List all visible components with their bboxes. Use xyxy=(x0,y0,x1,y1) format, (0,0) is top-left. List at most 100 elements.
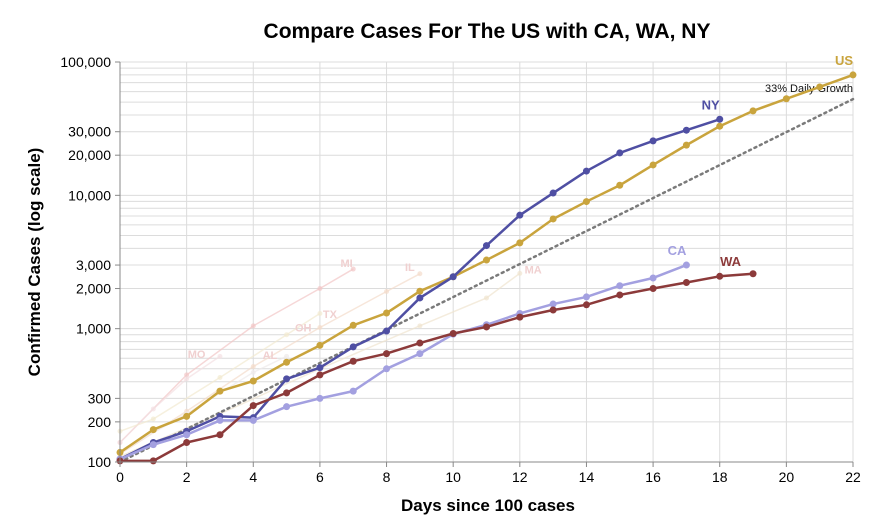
data-point-wa xyxy=(216,431,224,439)
data-point-wa xyxy=(649,285,657,293)
x-tick-label: 6 xyxy=(316,469,324,485)
data-point-us xyxy=(582,198,590,206)
x-tick-label: 8 xyxy=(383,469,391,485)
data-point-wa xyxy=(616,291,624,299)
data-point-us xyxy=(316,341,324,349)
reference-line-group: 33% Daily Growth xyxy=(118,83,855,464)
data-point-wa xyxy=(516,313,524,321)
background-point xyxy=(217,353,223,359)
x-tick-label: 20 xyxy=(779,469,795,485)
series-label-ca: CA xyxy=(668,243,687,258)
y-tick-label: 20,000 xyxy=(68,147,111,163)
data-point-us xyxy=(716,122,724,130)
background-point xyxy=(484,295,489,301)
data-point-us xyxy=(216,387,224,395)
data-point-wa xyxy=(749,270,757,278)
series-line-ca xyxy=(119,263,687,461)
background-point xyxy=(150,406,156,412)
data-point-ca xyxy=(383,365,391,373)
data-point-wa xyxy=(349,357,357,365)
data-point-ny xyxy=(616,149,624,157)
background-point xyxy=(284,353,290,359)
data-point-ca xyxy=(349,387,357,395)
chart-title: Compare Cases For The US with CA, WA, NY xyxy=(264,20,711,43)
data-point-us xyxy=(516,239,524,247)
data-point-wa xyxy=(716,272,724,280)
data-point-ca xyxy=(549,300,557,308)
x-tick-label: 0 xyxy=(116,469,124,485)
background-point xyxy=(150,416,156,422)
y-tick-label: 10,000 xyxy=(68,187,111,203)
x-tick-label: 22 xyxy=(845,469,861,485)
data-point-ca xyxy=(616,282,624,290)
data-point-ca xyxy=(183,431,191,439)
background-point xyxy=(217,375,223,381)
data-point-wa xyxy=(483,323,490,331)
data-point-wa xyxy=(582,301,590,309)
background-point xyxy=(350,266,356,272)
data-point-us xyxy=(782,95,790,103)
x-tick-label: 16 xyxy=(645,469,661,485)
background-point xyxy=(317,310,323,316)
background-point xyxy=(317,286,323,292)
data-point-us xyxy=(816,83,824,91)
background-point xyxy=(517,270,523,276)
data-point-wa xyxy=(549,306,557,314)
background-label-tx: TX xyxy=(323,309,338,321)
data-point-wa xyxy=(316,371,324,379)
data-point-ca xyxy=(216,416,224,424)
y-tick-label: 30,000 xyxy=(68,124,111,140)
background-point xyxy=(417,323,423,329)
data-point-us xyxy=(616,181,624,189)
data-point-us xyxy=(249,377,257,385)
data-point-ny xyxy=(449,273,457,281)
data-point-wa xyxy=(283,389,291,397)
data-point-wa xyxy=(383,350,391,358)
data-point-us xyxy=(849,71,857,79)
series-line-wa xyxy=(120,272,754,463)
data-point-ny xyxy=(416,294,424,302)
data-point-us xyxy=(649,161,657,169)
data-point-ny xyxy=(316,364,324,372)
background-point xyxy=(317,325,323,331)
background-label-ma: MA xyxy=(525,264,542,276)
background-label-mi: MI xyxy=(340,258,352,270)
data-point-us xyxy=(749,107,757,115)
x-tick-label: 12 xyxy=(512,469,528,485)
data-point-ny xyxy=(549,189,557,197)
data-point-ca xyxy=(316,394,324,402)
data-point-us xyxy=(483,256,490,264)
data-point-ca xyxy=(149,441,157,449)
x-tick-label: 18 xyxy=(712,469,728,485)
data-point-ny xyxy=(483,242,490,250)
background-point xyxy=(184,376,190,382)
data-point-us xyxy=(149,426,157,434)
data-point-wa xyxy=(149,457,157,465)
data-point-ca xyxy=(249,416,257,424)
y-tick-label: 100,000 xyxy=(60,54,111,70)
series-label-ny: NY xyxy=(702,97,720,112)
background-point xyxy=(284,332,290,338)
data-point-ny xyxy=(649,137,657,145)
data-point-ny xyxy=(283,375,291,383)
data-point-ca xyxy=(649,274,657,282)
y-axis-title: Confirmed Cases (log scale) xyxy=(25,148,44,377)
data-point-wa xyxy=(416,339,424,347)
data-point-us xyxy=(383,309,391,317)
data-point-us xyxy=(682,141,690,149)
series-label-wa: WA xyxy=(720,254,742,269)
x-axis-title: Days since 100 cases xyxy=(401,496,575,515)
y-tick-label: 1,000 xyxy=(76,321,111,337)
data-point-ca xyxy=(283,403,291,411)
data-point-us xyxy=(349,321,357,329)
background-point xyxy=(250,323,256,329)
background-point xyxy=(384,288,390,294)
data-point-ny xyxy=(349,343,357,351)
background-label-mo: MO xyxy=(188,349,206,361)
data-point-ny xyxy=(682,126,690,134)
y-tick-label: 200 xyxy=(88,414,112,430)
background-point xyxy=(417,271,423,277)
data-point-ny xyxy=(516,211,524,219)
